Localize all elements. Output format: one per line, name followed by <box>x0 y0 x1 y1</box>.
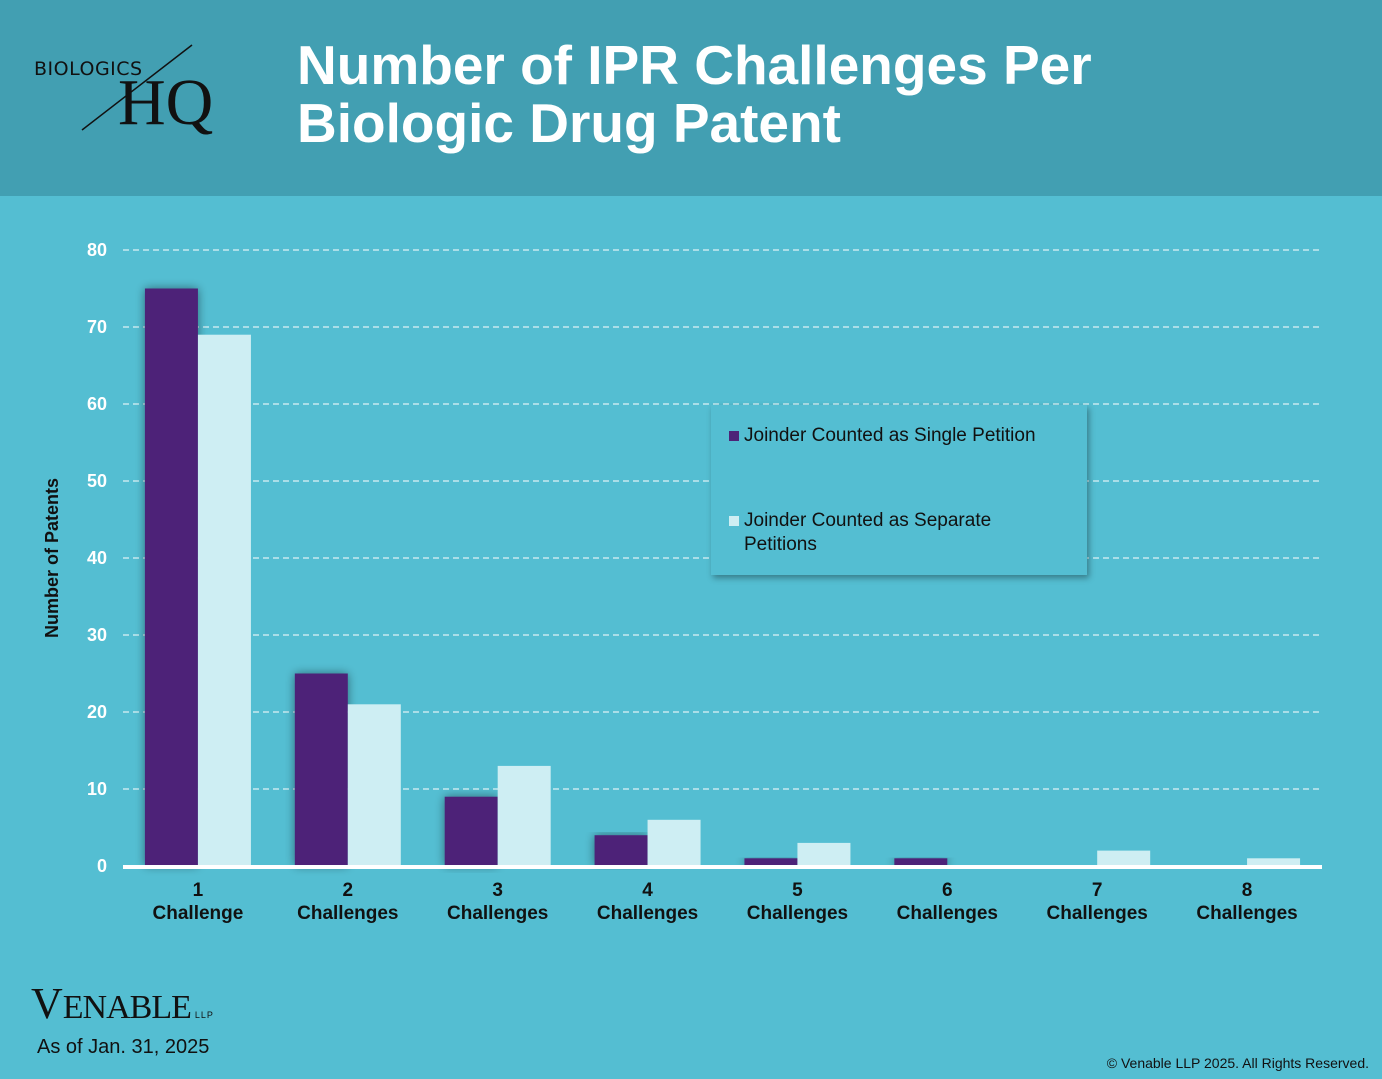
legend-swatch-single <box>729 431 739 441</box>
x-tick-number: 3 <box>492 880 503 901</box>
y-tick-label: 20 <box>87 702 107 722</box>
x-tick-number: 5 <box>792 880 803 901</box>
bar-single <box>894 858 948 866</box>
y-tick-label: 0 <box>97 856 107 876</box>
bar-separate <box>647 819 701 866</box>
bar-separate <box>1247 858 1301 866</box>
logo-text-biologics: BIOLOGICS <box>34 58 143 80</box>
y-tick-label: 30 <box>87 625 107 645</box>
x-tick-number: 4 <box>642 880 653 901</box>
y-tick-label: 80 <box>87 240 107 260</box>
x-tick-label: Challenges <box>747 903 848 924</box>
bars <box>144 288 1301 866</box>
logo-text-hq: HQ <box>118 66 214 139</box>
x-axis-labels: 1Challenge2Challenges3Challenges4Challen… <box>153 880 1298 924</box>
y-tick-label: 60 <box>87 394 107 414</box>
legend-item-separate: Joinder Counted as Separate Petitions <box>729 509 1059 557</box>
x-tick-label: Challenges <box>1196 903 1297 924</box>
x-tick-number: 1 <box>193 880 204 901</box>
legend: Joinder Counted as Single Petition Joind… <box>711 405 1087 575</box>
as-of-date: As of Jan. 31, 2025 <box>37 1036 210 1058</box>
bar-single <box>294 673 348 866</box>
y-axis-ticks: 0 10 20 30 40 50 60 70 80 <box>87 240 107 876</box>
y-tick-label: 10 <box>87 779 107 799</box>
bar-single <box>744 858 798 866</box>
title-line-2: Biologic Drug Patent <box>297 92 841 154</box>
bar-separate <box>1097 850 1151 866</box>
x-tick-number: 6 <box>942 880 953 901</box>
x-tick-number: 2 <box>343 880 354 901</box>
y-axis-label: Number of Patents <box>42 478 62 638</box>
bar-separate <box>347 704 401 866</box>
x-tick-label: Challenges <box>897 903 998 924</box>
header: BIOLOGICS HQ Number of IPR Challenges Pe… <box>0 0 1382 196</box>
legend-label-single: Joinder Counted as Single Petition <box>744 425 1036 446</box>
venable-logo-rest: ENABLE <box>62 989 192 1026</box>
x-tick-number: 7 <box>1092 880 1103 901</box>
bar-single <box>444 796 498 866</box>
y-tick-label: 50 <box>87 471 107 491</box>
legend-label-separate: Joinder Counted as Separate Petitions <box>744 510 992 555</box>
page-title: Number of IPR Challenges Per Biologic Dr… <box>297 36 1297 152</box>
copyright-notice: © Venable LLP 2025. All Rights Reserved. <box>1106 1055 1369 1071</box>
bar-single <box>594 835 648 866</box>
x-tick-label: Challenges <box>297 903 398 924</box>
venable-logo-initial: V <box>31 979 63 1028</box>
x-tick-label: Challenges <box>1047 903 1148 924</box>
y-tick-label: 70 <box>87 317 107 337</box>
bar-separate <box>797 842 851 866</box>
bar-separate <box>197 334 251 866</box>
x-tick-label: Challenges <box>597 903 698 924</box>
title-line-1: Number of IPR Challenges Per <box>297 34 1092 96</box>
legend-swatch-separate <box>729 516 739 526</box>
x-tick-label: Challenges <box>447 903 548 924</box>
biologics-hq-logo: BIOLOGICS HQ <box>30 40 250 160</box>
bar-separate <box>497 765 551 866</box>
x-tick-number: 8 <box>1242 880 1253 901</box>
bar-single <box>144 288 198 866</box>
y-tick-label: 40 <box>87 548 107 568</box>
x-tick-label: Challenge <box>153 903 244 924</box>
venable-logo-llp: LLP <box>194 1010 214 1020</box>
legend-item-single: Joinder Counted as Single Petition <box>729 424 1036 448</box>
logo-slash-icon <box>81 44 193 131</box>
venable-logo: VENABLE LLP <box>31 978 214 1029</box>
